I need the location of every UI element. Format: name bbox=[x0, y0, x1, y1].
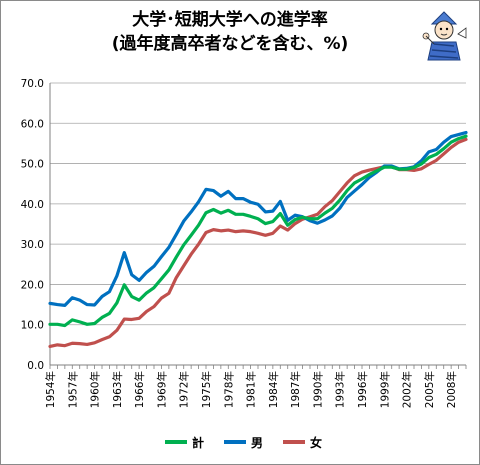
chart-title-line-1: 大学･短期大学への進学率 bbox=[132, 10, 328, 30]
x-tick-label: 1972年 bbox=[178, 371, 191, 408]
chart-title-line-2: (過年度高卒者などを含む、%) bbox=[111, 34, 349, 54]
y-tick-label: 60.0 bbox=[21, 118, 44, 130]
x-tick-label: 1981年 bbox=[245, 371, 258, 408]
legend-swatch bbox=[283, 440, 306, 444]
legend-swatch bbox=[224, 440, 247, 444]
x-axis-tick-labels: 1954年 1957年 1960年 1963年 1966年 1969年 1972年 1975年… bbox=[44, 371, 458, 408]
legend-item-female: 女 bbox=[283, 434, 322, 451]
x-tick-label: 1975年 bbox=[200, 371, 213, 408]
series-line-total bbox=[48, 134, 468, 328]
x-tick-label: 1957年 bbox=[66, 371, 79, 408]
y-tick-label: 10.0 bbox=[21, 320, 44, 332]
x-tick-label: 2008年 bbox=[445, 371, 458, 408]
y-axis-tick-labels: 0.0 10.0 20.0 30.0 40.0 50.0 60.0 70.0 bbox=[21, 78, 44, 372]
x-tick-label: 1996年 bbox=[356, 371, 369, 408]
legend-swatch bbox=[165, 440, 187, 444]
y-tick-label: 20.0 bbox=[21, 279, 44, 291]
y-tick-label: 50.0 bbox=[21, 159, 44, 171]
legend-label: 計 bbox=[192, 435, 205, 450]
x-tick-label: 1969年 bbox=[155, 371, 168, 408]
y-tick-label: 70.0 bbox=[21, 78, 44, 90]
axes bbox=[49, 83, 467, 369]
x-tick-label: 1954年 bbox=[44, 371, 57, 408]
x-tick-label: 2002年 bbox=[401, 371, 414, 408]
legend-item-male: 男 bbox=[224, 434, 263, 451]
y-tick-label: 30.0 bbox=[21, 239, 44, 251]
legend-label: 女 bbox=[310, 435, 323, 450]
y-tick-label: 0.0 bbox=[27, 360, 44, 372]
x-tick-label: 1966年 bbox=[133, 371, 146, 408]
x-tick-label: 1978年 bbox=[222, 371, 235, 408]
legend: 計男女 bbox=[165, 433, 322, 451]
x-tick-label: 1963年 bbox=[111, 371, 124, 408]
mascot-illustration bbox=[422, 11, 467, 61]
x-tick-label: 1990年 bbox=[311, 371, 324, 408]
chart-title: 大学･短期大学への進学率 (過年度高卒者などを含む、%) bbox=[60, 8, 400, 56]
y-tick-label: 40.0 bbox=[21, 199, 44, 211]
x-tick-label: 1993年 bbox=[334, 371, 347, 408]
legend-label: 男 bbox=[251, 435, 264, 450]
x-tick-label: 1960年 bbox=[89, 371, 102, 408]
series-lines bbox=[48, 130, 468, 349]
x-tick-label: 1987年 bbox=[289, 371, 302, 408]
x-tick-label: 2005年 bbox=[423, 371, 436, 408]
legend-item-total: 計 bbox=[165, 434, 204, 451]
x-tick-label: 1984年 bbox=[267, 371, 280, 408]
x-tick-label: 1999年 bbox=[378, 371, 391, 408]
